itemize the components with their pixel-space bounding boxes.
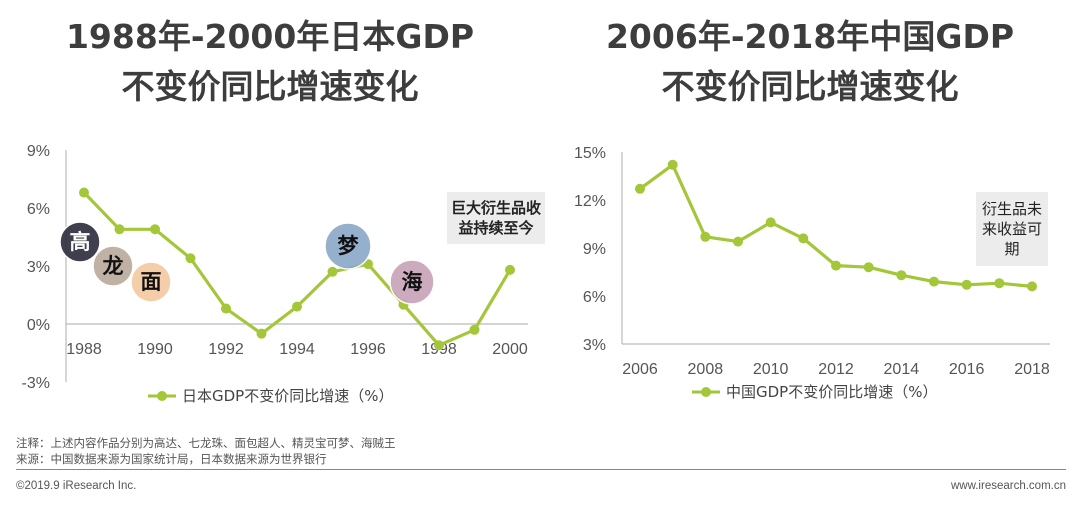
artwork-label: 梦 <box>338 234 360 258</box>
left-data-point <box>114 224 125 235</box>
left-legend-marker <box>157 391 167 401</box>
right-y-tick-label: 9% <box>583 241 606 258</box>
artwork-badge-5: 海 <box>389 259 435 305</box>
right-x-tick-label: 2008 <box>688 361 724 378</box>
right-x-tick-label: 2006 <box>622 361 658 378</box>
right-annotation-box: 衍生品未来收益可期 <box>976 192 1048 266</box>
right-data-point <box>896 270 907 281</box>
artwork-badge-2: 龙 <box>92 245 134 287</box>
left-x-tick-label: 1994 <box>279 341 315 358</box>
right-y-tick-label: 15% <box>574 145 606 162</box>
right-legend-marker <box>701 387 711 397</box>
artwork-badge-4: 梦 <box>324 222 372 270</box>
source-note: 来源：中国数据来源为国家统计局，日本数据来源为世界银行 <box>16 452 327 466</box>
right-legend-label: 中国GDP不变价同比增速（%） <box>726 383 937 401</box>
right-data-point <box>765 217 776 228</box>
left-x-tick-label: 1996 <box>350 341 386 358</box>
right-data-point <box>1027 281 1037 292</box>
right-data-point <box>994 278 1005 289</box>
right-y-tick-label: 3% <box>583 337 606 354</box>
left-data-point <box>327 266 338 277</box>
right-data-point <box>831 260 841 271</box>
left-chart-title: 1988年-2000年日本GDP 不变价同比增速变化 <box>0 12 540 112</box>
left-legend-label: 日本GDP不变价同比增速（%） <box>182 387 393 405</box>
footnote: 注释：上述内容作品分别为高达、七龙珠、面包超人、精灵宝可梦、海贼王 <box>16 436 396 450</box>
left-data-point <box>256 328 267 339</box>
left-annotation-box: 巨大衍生品收益持续至今 <box>447 192 545 244</box>
left-data-point <box>185 253 196 264</box>
left-data-point <box>292 301 302 312</box>
right-x-tick-label: 2010 <box>753 361 789 378</box>
left-data-point <box>150 224 160 235</box>
right-y-tick-label: 6% <box>583 289 606 306</box>
right-data-point <box>733 236 743 247</box>
left-x-tick-label: 2000 <box>492 341 528 358</box>
right-data-point <box>635 183 645 194</box>
left-data-point <box>469 324 480 335</box>
left-x-tick-label: 1992 <box>208 341 244 358</box>
left-data-point <box>505 264 515 275</box>
artwork-badge-3: 面 <box>130 261 172 303</box>
right-data-point <box>863 262 874 273</box>
left-title-line-1: 1988年-2000年日本GDP <box>65 17 475 56</box>
right-x-tick-label: 2014 <box>884 361 920 378</box>
left-y-tick-label: 0% <box>27 317 50 334</box>
artwork-label: 面 <box>141 270 162 294</box>
right-y-tick-label: 12% <box>574 193 606 210</box>
left-x-tick-label: 1990 <box>137 341 173 358</box>
artwork-thumbnail <box>324 222 372 270</box>
left-y-tick-label: 9% <box>27 143 50 160</box>
artwork-thumbnail <box>92 245 134 287</box>
right-title-line-1: 2006年-2018年中国GDP <box>605 17 1015 56</box>
website-link[interactable]: www.iresearch.com.cn <box>950 480 1066 492</box>
left-title-line-2: 不变价同比增速变化 <box>121 67 419 106</box>
left-y-tick-label: -3% <box>22 375 50 392</box>
artwork-thumbnail <box>130 261 172 303</box>
right-chart-title: 2006年-2018年中国GDP 不变价同比增速变化 <box>540 12 1080 112</box>
left-x-tick-label: 1988 <box>66 341 102 358</box>
artwork-thumbnail <box>389 259 435 305</box>
right-x-tick-label: 2016 <box>949 361 985 378</box>
left-data-point <box>79 187 89 198</box>
artwork-label: 龙 <box>103 254 124 278</box>
right-data-point <box>700 231 711 242</box>
left-y-tick-label: 6% <box>27 201 50 218</box>
copyright: ©2019.9 iResearch Inc. <box>16 480 137 492</box>
left-annotation-text: 巨大衍生品收益持续至今 <box>451 199 542 237</box>
right-data-point <box>667 159 678 170</box>
right-data-point <box>798 233 809 244</box>
artwork-label: 海 <box>402 270 423 294</box>
left-data-point <box>221 303 231 314</box>
left-data-point <box>434 340 444 351</box>
right-annotation-text: 衍生品未来收益可期 <box>981 200 1042 258</box>
right-x-tick-label: 2012 <box>818 361 854 378</box>
artwork-badge-1: 高 <box>59 221 101 263</box>
artwork-thumbnail <box>59 221 101 263</box>
right-x-tick-label: 2018 <box>1014 361 1050 378</box>
right-data-point <box>929 276 939 287</box>
right-title-line-2: 不变价同比增速变化 <box>661 67 959 106</box>
footer-divider <box>16 469 1066 470</box>
artwork-label: 高 <box>70 230 91 254</box>
left-y-tick-label: 3% <box>27 259 50 276</box>
right-data-point <box>961 279 972 290</box>
